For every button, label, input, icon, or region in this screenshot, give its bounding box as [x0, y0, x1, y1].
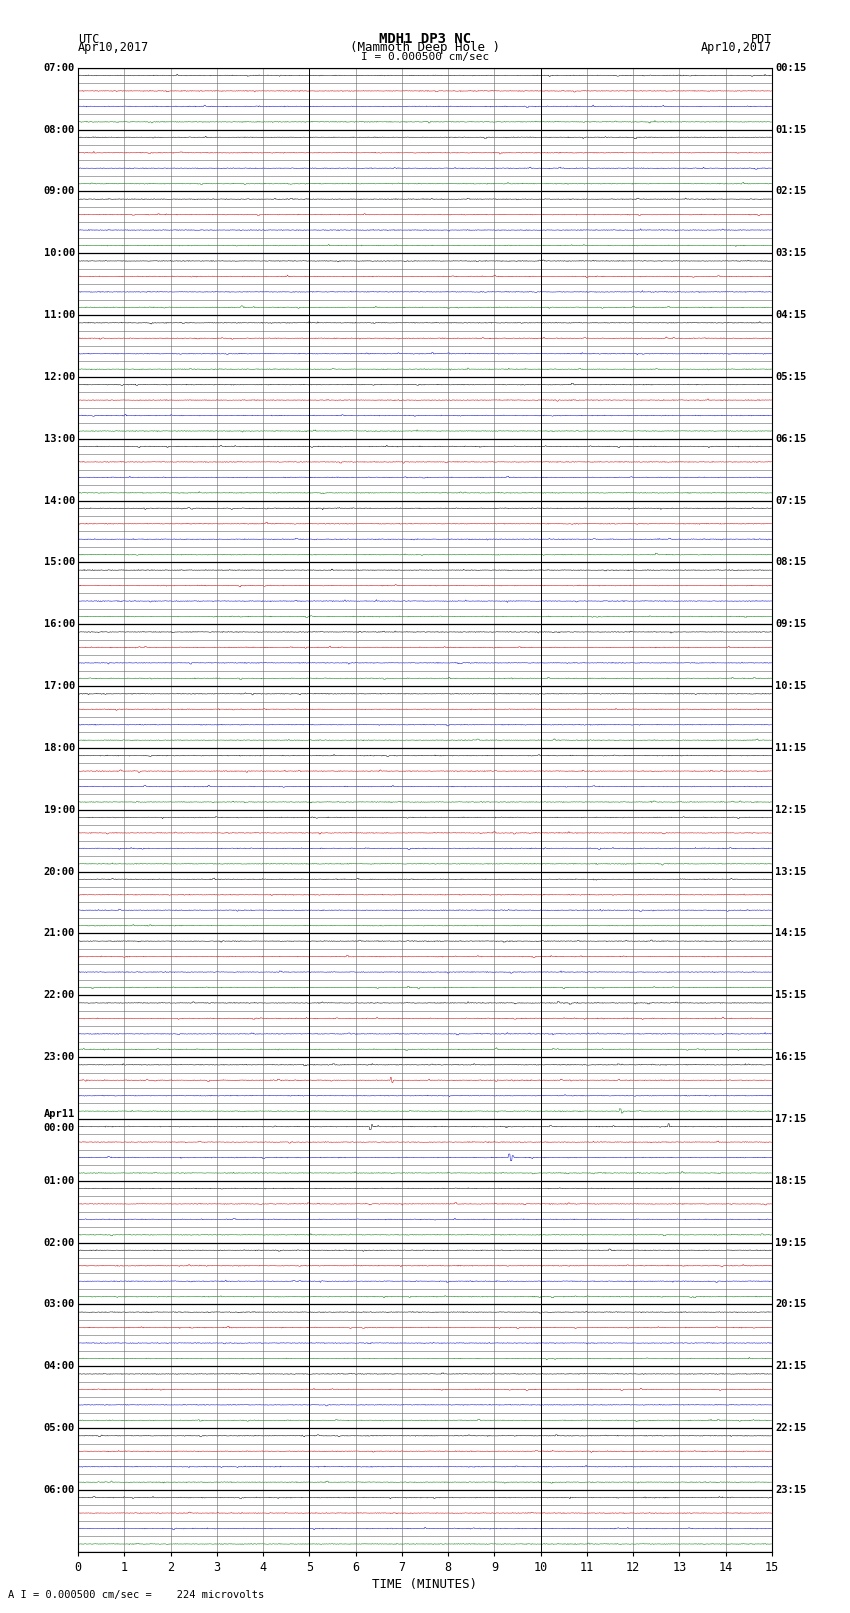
Text: 07:15: 07:15 [775, 495, 807, 505]
Text: 00:15: 00:15 [775, 63, 807, 73]
Text: 21:00: 21:00 [43, 929, 75, 939]
Text: Apr11: Apr11 [43, 1108, 75, 1119]
Text: 23:15: 23:15 [775, 1486, 807, 1495]
Text: 04:00: 04:00 [43, 1361, 75, 1371]
Text: 13:00: 13:00 [43, 434, 75, 444]
Text: I = 0.000500 cm/sec: I = 0.000500 cm/sec [361, 52, 489, 63]
Text: 18:00: 18:00 [43, 744, 75, 753]
Text: 14:15: 14:15 [775, 929, 807, 939]
Text: (Mammoth Deep Hole ): (Mammoth Deep Hole ) [350, 40, 500, 53]
Text: 02:00: 02:00 [43, 1237, 75, 1247]
Text: 11:15: 11:15 [775, 744, 807, 753]
Text: 10:00: 10:00 [43, 248, 75, 258]
Text: 13:15: 13:15 [775, 866, 807, 876]
Text: 19:00: 19:00 [43, 805, 75, 815]
Text: 02:15: 02:15 [775, 187, 807, 197]
Text: 20:15: 20:15 [775, 1300, 807, 1310]
Text: 05:15: 05:15 [775, 373, 807, 382]
Text: A I = 0.000500 cm/sec =    224 microvolts: A I = 0.000500 cm/sec = 224 microvolts [8, 1590, 264, 1600]
Text: 17:00: 17:00 [43, 681, 75, 690]
Text: 06:15: 06:15 [775, 434, 807, 444]
Text: 05:00: 05:00 [43, 1423, 75, 1432]
Text: 09:15: 09:15 [775, 619, 807, 629]
Text: Apr10,2017: Apr10,2017 [700, 40, 772, 53]
Text: 22:00: 22:00 [43, 990, 75, 1000]
Text: 21:15: 21:15 [775, 1361, 807, 1371]
Text: 17:15: 17:15 [775, 1115, 807, 1124]
Text: 03:00: 03:00 [43, 1300, 75, 1310]
Text: 08:15: 08:15 [775, 558, 807, 568]
Text: 08:00: 08:00 [43, 124, 75, 134]
Text: 14:00: 14:00 [43, 495, 75, 505]
Text: 12:00: 12:00 [43, 373, 75, 382]
Text: 09:00: 09:00 [43, 187, 75, 197]
Text: MDH1 DP3 NC: MDH1 DP3 NC [379, 32, 471, 45]
Text: 00:00: 00:00 [43, 1123, 75, 1132]
Text: 01:00: 01:00 [43, 1176, 75, 1186]
Text: 07:00: 07:00 [43, 63, 75, 73]
Text: 11:00: 11:00 [43, 310, 75, 319]
Text: 16:15: 16:15 [775, 1052, 807, 1061]
Text: UTC: UTC [78, 32, 99, 45]
Text: 15:15: 15:15 [775, 990, 807, 1000]
Text: 20:00: 20:00 [43, 866, 75, 876]
Text: 06:00: 06:00 [43, 1486, 75, 1495]
Text: PDT: PDT [751, 32, 772, 45]
Text: 04:15: 04:15 [775, 310, 807, 319]
Text: 22:15: 22:15 [775, 1423, 807, 1432]
Text: 23:00: 23:00 [43, 1052, 75, 1061]
Text: 12:15: 12:15 [775, 805, 807, 815]
X-axis label: TIME (MINUTES): TIME (MINUTES) [372, 1578, 478, 1590]
Text: 03:15: 03:15 [775, 248, 807, 258]
Text: 10:15: 10:15 [775, 681, 807, 690]
Text: Apr10,2017: Apr10,2017 [78, 40, 150, 53]
Text: 18:15: 18:15 [775, 1176, 807, 1186]
Text: 16:00: 16:00 [43, 619, 75, 629]
Text: 01:15: 01:15 [775, 124, 807, 134]
Text: 19:15: 19:15 [775, 1237, 807, 1247]
Text: 15:00: 15:00 [43, 558, 75, 568]
